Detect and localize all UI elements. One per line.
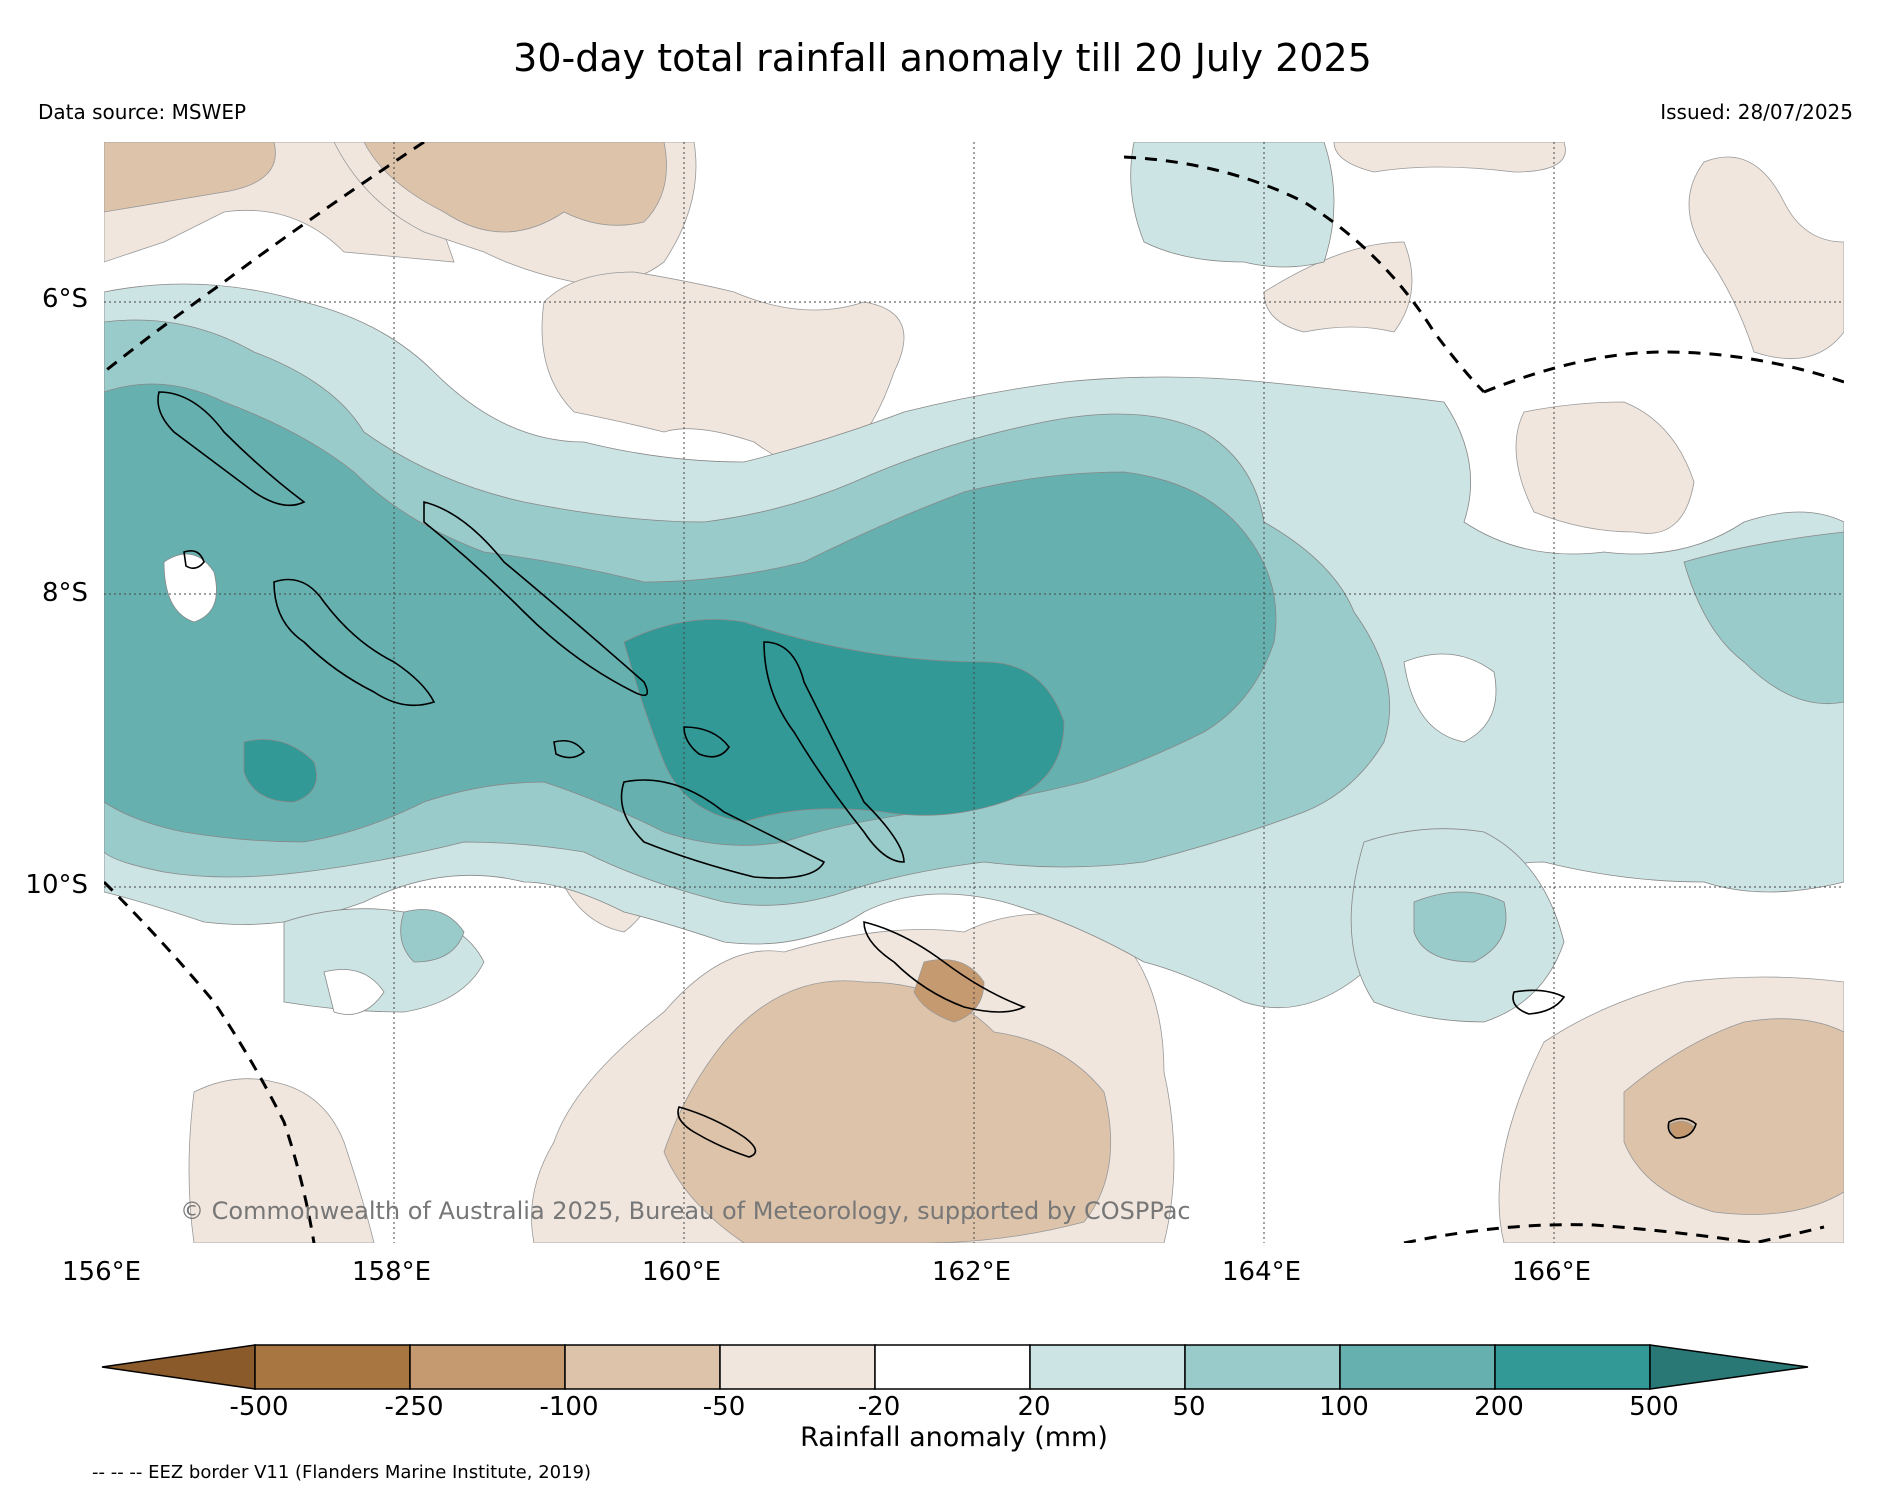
colorbar-tick: -50 [702, 1392, 746, 1422]
lon-label-162e: 162°E [932, 1257, 1012, 1287]
wet-region-west-core [243, 739, 317, 803]
dry-region-south-center-core [913, 959, 985, 1023]
lat-label-10s: 10°S [25, 870, 88, 900]
wet-region-ne-top [1130, 142, 1335, 268]
lat-label-8s: 8°S [41, 578, 88, 608]
island-vanikoro [1667, 1117, 1697, 1139]
colorbar-segment [1029, 1344, 1186, 1390]
eez-border-east [1483, 350, 1844, 394]
lon-label-160e: 160°E [642, 1257, 722, 1287]
eez-legend-note: -- -- -- EEZ border V11 (Flanders Marine… [92, 1462, 592, 1483]
colorbar-tick: 20 [1017, 1392, 1051, 1422]
colorbar-extend-high [1649, 1344, 1809, 1390]
eez-border-ne [1123, 155, 1486, 394]
map-title: 30-day total rainfall anomaly till 20 Ju… [513, 36, 1372, 80]
lon-label-164e: 164°E [1222, 1257, 1302, 1287]
island-choiseul [157, 391, 306, 507]
dry-region-north-strong [363, 142, 667, 233]
colorbar-segment [564, 1344, 721, 1390]
colorbar-tick: 500 [1629, 1392, 1679, 1422]
dry-region-far-ne [1688, 156, 1844, 360]
colorbar-tick: 100 [1319, 1392, 1369, 1422]
near-normal-patches [163, 553, 1497, 1015]
colorbar-tick: -100 [539, 1392, 599, 1422]
island-isabel [423, 500, 649, 697]
eez-border-nw [104, 142, 425, 374]
colorbar-segment [874, 1344, 1031, 1390]
wet-anomaly-regions [104, 142, 1844, 1023]
colorbar-tick: -20 [857, 1392, 901, 1422]
near-normal-patch-1 [163, 553, 217, 623]
colorbar-segment [1339, 1344, 1496, 1390]
colorbar-tick: 200 [1474, 1392, 1524, 1422]
island-guadalcanal [620, 779, 826, 879]
issued-date-label: Issued: 28/07/2025 [1660, 100, 1853, 124]
wet-region-east-small [1413, 891, 1507, 963]
dry-region-se-strong [1623, 1018, 1844, 1215]
dry-region-nw-strong [104, 142, 276, 213]
island-makira [863, 920, 1026, 1013]
island-russell [553, 739, 586, 759]
wet-region-south-small [400, 909, 465, 963]
island-florida [683, 726, 730, 758]
colorbar-segment [1184, 1344, 1341, 1390]
gridlines [104, 142, 1844, 1243]
near-normal-patch-3 [323, 969, 385, 1015]
colorbar-segment [1494, 1344, 1651, 1390]
dry-region-north-center [541, 271, 905, 473]
colorbar-segments [101, 1344, 1809, 1390]
island-rennell [677, 1106, 757, 1158]
colorbar-tick: -500 [229, 1392, 289, 1422]
eez-border-se [1403, 1223, 1825, 1243]
colorbar-segment [254, 1344, 411, 1390]
colorbar-label: Rainfall anomaly (mm) [800, 1422, 1108, 1453]
colorbar [101, 1344, 1809, 1390]
dry-region-ne [1263, 241, 1413, 333]
dry-anomaly-regions [104, 142, 1844, 1243]
island-new-georgia [273, 578, 436, 707]
copyright-notice: © Commonwealth of Australia 2025, Bureau… [180, 1197, 1191, 1225]
colorbar-tick: 50 [1172, 1392, 1206, 1422]
rainfall-anomaly-map [104, 142, 1844, 1243]
wet-band-core [623, 619, 1065, 823]
dry-region-east [1515, 401, 1695, 534]
colorbar-segment [409, 1344, 566, 1390]
lon-label-156e: 156°E [62, 1257, 142, 1287]
eez-borders [104, 142, 1844, 1243]
island-santa-cruz [1512, 989, 1566, 1015]
eez-border-sw [104, 880, 316, 1243]
near-normal-patch-2 [1403, 653, 1497, 743]
data-source-label: Data source: MSWEP [38, 100, 247, 124]
dry-region-sw [188, 1078, 375, 1243]
lon-label-158e: 158°E [352, 1257, 432, 1287]
coastlines [157, 391, 1697, 1158]
lon-label-166e: 166°E [1512, 1257, 1592, 1287]
colorbar-extend-low [101, 1344, 256, 1390]
colorbar-tick: -250 [384, 1392, 444, 1422]
lat-label-6s: 6°S [41, 284, 88, 314]
dry-region-south-center-strong [663, 980, 1112, 1243]
dry-region-ne-top [1333, 142, 1566, 173]
island-malaita [763, 641, 905, 863]
wet-region-east-mid [1683, 531, 1844, 705]
island-west-small [183, 549, 205, 570]
colorbar-segment [719, 1344, 876, 1390]
